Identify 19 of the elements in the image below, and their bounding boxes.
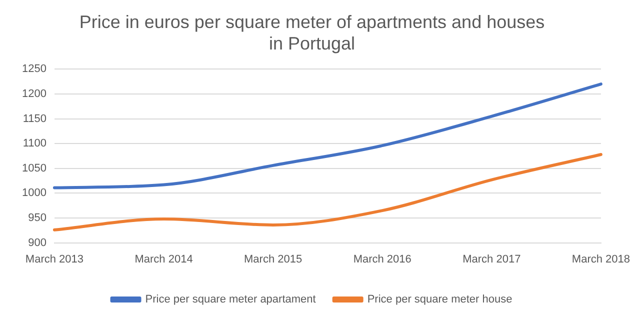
x-tick-label: March 2016 bbox=[353, 253, 412, 266]
x-tick-label: March 2015 bbox=[244, 253, 302, 266]
y-tick-label: 1200 bbox=[22, 88, 46, 100]
x-tick-label: March 2013 bbox=[25, 253, 84, 266]
legend-label: Price per square meter apartament bbox=[145, 294, 316, 306]
x-tick-label: March 2018 bbox=[572, 253, 630, 266]
legend-label: Price per square meter house bbox=[367, 294, 512, 306]
y-tick-label: 1000 bbox=[22, 187, 46, 200]
y-tick-label: 1150 bbox=[22, 112, 46, 125]
x-tick-label: March 2017 bbox=[462, 253, 521, 266]
line-series bbox=[52, 82, 602, 190]
y-tick-label: 950 bbox=[28, 212, 46, 224]
line-series bbox=[52, 153, 602, 232]
y-tick-label: 1100 bbox=[22, 138, 46, 150]
y-tick-label: 1250 bbox=[22, 63, 46, 76]
x-tick-label: March 2014 bbox=[134, 253, 193, 266]
chart-title: Price in euros per square meter of apartments and houses in Portugal bbox=[79, 12, 545, 54]
y-tick-label: 900 bbox=[28, 236, 46, 249]
y-tick-label: 1050 bbox=[22, 162, 46, 174]
